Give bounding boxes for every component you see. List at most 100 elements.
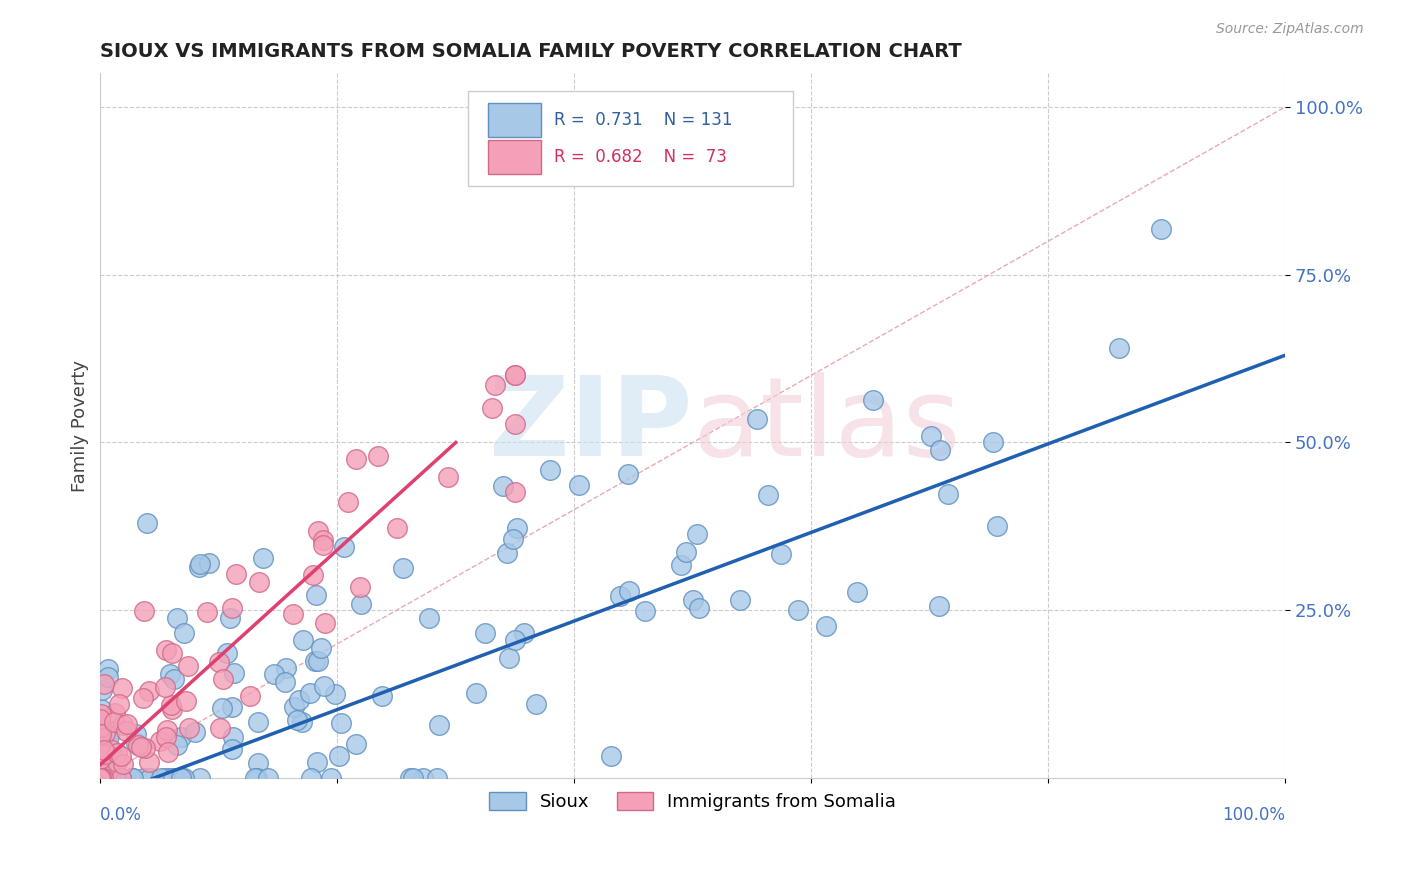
Point: [179, 721, 201, 735]
Point: [98, 763, 121, 777]
Point: [617, 584, 640, 599]
Point: [929, 442, 952, 457]
Point: [90, 706, 112, 721]
Point: [89, 701, 111, 715]
Text: atlas: atlas: [693, 372, 962, 479]
Point: [134, 741, 156, 756]
Point: [329, 715, 352, 730]
Point: [328, 749, 350, 764]
Point: [162, 702, 184, 716]
Point: [370, 689, 392, 703]
Text: R =  0.731    N = 131: R = 0.731 N = 131: [554, 111, 733, 129]
Point: [96, 771, 118, 785]
Point: [481, 401, 503, 415]
Point: [745, 412, 768, 426]
Point: [209, 721, 232, 735]
Point: [505, 632, 527, 647]
Point: [156, 745, 179, 759]
Point: [155, 643, 177, 657]
Point: [367, 449, 389, 463]
Point: [217, 646, 239, 660]
Point: [845, 584, 868, 599]
Point: [111, 718, 134, 732]
Point: [222, 731, 245, 745]
Point: [305, 756, 328, 770]
Point: [90, 771, 112, 785]
Point: [115, 717, 138, 731]
Point: [90, 771, 112, 785]
Text: SIOUX VS IMMIGRANTS FROM SOMALIA FAMILY POVERTY CORRELATION CHART: SIOUX VS IMMIGRANTS FROM SOMALIA FAMILY …: [100, 42, 962, 61]
Point: [503, 368, 526, 383]
Y-axis label: Family Poverty: Family Poverty: [72, 359, 89, 491]
Point: [111, 756, 134, 771]
Point: [90, 771, 112, 785]
Point: [263, 667, 285, 681]
Point: [159, 698, 181, 712]
Point: [211, 701, 233, 715]
Point: [349, 580, 371, 594]
Point: [538, 462, 561, 476]
Point: [474, 625, 496, 640]
Point: [162, 771, 184, 785]
Point: [309, 640, 332, 655]
Point: [312, 538, 335, 552]
Point: [138, 755, 160, 769]
Point: [110, 749, 132, 764]
Point: [89, 771, 111, 785]
FancyBboxPatch shape: [468, 91, 793, 186]
Point: [513, 625, 536, 640]
Point: [173, 625, 195, 640]
Point: [344, 738, 367, 752]
Point: [184, 725, 207, 739]
Point: [634, 604, 657, 618]
Point: [110, 771, 132, 785]
Point: [221, 742, 243, 756]
Point: [787, 603, 810, 617]
Point: [675, 544, 697, 558]
Point: [104, 706, 127, 720]
Point: [212, 673, 235, 687]
Point: [1108, 341, 1130, 355]
Point: [98, 729, 121, 743]
Point: [291, 714, 314, 729]
Point: [503, 484, 526, 499]
Point: [162, 646, 184, 660]
Point: [862, 392, 884, 407]
Point: [89, 720, 111, 734]
Point: [484, 377, 506, 392]
Point: [756, 488, 779, 502]
Point: [600, 748, 623, 763]
Point: [131, 690, 153, 705]
Point: [245, 771, 267, 785]
Point: [307, 524, 329, 538]
Point: [337, 494, 360, 508]
Point: [170, 771, 193, 785]
Text: 0.0%: 0.0%: [100, 806, 142, 824]
Point: [437, 470, 460, 484]
Point: [110, 771, 132, 785]
Point: [197, 557, 219, 571]
Point: [100, 743, 122, 757]
Point: [314, 679, 336, 693]
Point: [495, 546, 517, 560]
Point: [283, 607, 305, 622]
Point: [492, 479, 515, 493]
Point: [173, 771, 195, 785]
Point: [506, 520, 529, 534]
Point: [89, 771, 111, 785]
Point: [115, 723, 138, 738]
Text: Source: ZipAtlas.com: Source: ZipAtlas.com: [1216, 22, 1364, 37]
Point: [122, 771, 145, 785]
Point: [105, 755, 128, 769]
Point: [97, 662, 120, 676]
Point: [285, 713, 308, 727]
Text: 100.0%: 100.0%: [1222, 806, 1285, 824]
Point: [412, 771, 434, 785]
Point: [103, 714, 125, 729]
Point: [90, 683, 112, 698]
Point: [274, 661, 297, 675]
Point: [127, 739, 149, 753]
Point: [609, 589, 631, 603]
Point: [920, 429, 942, 443]
Point: [163, 672, 186, 686]
